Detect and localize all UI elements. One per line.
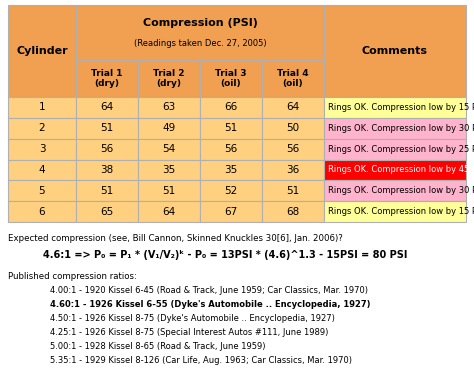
Text: Rings OK. Compression low by 15 PSI.: Rings OK. Compression low by 15 PSI. <box>328 103 474 112</box>
Text: 51: 51 <box>163 186 176 196</box>
Bar <box>138 97 200 118</box>
Bar <box>324 5 466 97</box>
Text: Trial 1
(dry): Trial 1 (dry) <box>91 69 123 88</box>
Bar <box>138 118 200 139</box>
Text: 38: 38 <box>100 165 114 175</box>
Bar <box>324 180 466 201</box>
Text: 5.35:1 - 1929 Kissel 8-126 (Car Life, Aug. 1963; Car Classics, Mar. 1970): 5.35:1 - 1929 Kissel 8-126 (Car Life, Au… <box>50 356 352 365</box>
Text: Published compression ratios:: Published compression ratios: <box>8 272 137 281</box>
Bar <box>8 201 76 222</box>
Text: 4.6:1 => P₀ = P₁ * (V₁/V₂)ᵏ - P₀ = 13PSI * (4.6)^1.3 - 15PSI = 80 PSI: 4.6:1 => P₀ = P₁ * (V₁/V₂)ᵏ - P₀ = 13PSI… <box>43 250 407 260</box>
Bar <box>324 201 466 222</box>
Bar <box>138 180 200 201</box>
Bar <box>138 159 200 180</box>
Text: Rings OK. Compression low by 25 PSI.: Rings OK. Compression low by 25 PSI. <box>328 145 474 154</box>
Bar <box>76 97 138 118</box>
Bar <box>262 201 324 222</box>
Text: 66: 66 <box>224 103 237 113</box>
Text: (Readings taken Dec. 27, 2005): (Readings taken Dec. 27, 2005) <box>134 39 266 48</box>
Text: 51: 51 <box>286 186 300 196</box>
Bar <box>138 201 200 222</box>
Text: Trial 4
(oil): Trial 4 (oil) <box>277 69 309 88</box>
Text: Comments: Comments <box>362 46 428 56</box>
Bar <box>200 60 262 97</box>
Text: Rings OK. Compression low by 30 PSI.: Rings OK. Compression low by 30 PSI. <box>328 186 474 195</box>
Bar <box>76 60 138 97</box>
Text: 64: 64 <box>286 103 300 113</box>
Bar <box>324 139 466 159</box>
Text: Trial 2
(dry): Trial 2 (dry) <box>153 69 185 88</box>
Text: 64: 64 <box>163 207 176 217</box>
Text: 4.25:1 - 1926 Kissel 8-75 (Special Interest Autos #111, June 1989): 4.25:1 - 1926 Kissel 8-75 (Special Inter… <box>50 328 328 337</box>
Bar <box>262 180 324 201</box>
Bar <box>8 118 76 139</box>
Text: 65: 65 <box>100 207 114 217</box>
Text: 5.00:1 - 1928 Kissel 8-65 (Road & Track, June 1959): 5.00:1 - 1928 Kissel 8-65 (Road & Track,… <box>50 342 265 351</box>
Bar <box>76 180 138 201</box>
Text: Trial 3
(oil): Trial 3 (oil) <box>215 69 247 88</box>
Text: 35: 35 <box>163 165 176 175</box>
Bar <box>76 118 138 139</box>
Text: 4.00:1 - 1920 Kissel 6-45 (Road & Track, June 1959; Car Classics, Mar. 1970): 4.00:1 - 1920 Kissel 6-45 (Road & Track,… <box>50 286 368 295</box>
Text: 68: 68 <box>286 207 300 217</box>
Text: 51: 51 <box>100 123 114 133</box>
Text: 63: 63 <box>163 103 176 113</box>
Text: 36: 36 <box>286 165 300 175</box>
Bar <box>8 180 76 201</box>
Bar <box>200 139 262 159</box>
Bar <box>200 118 262 139</box>
Text: 35: 35 <box>224 165 237 175</box>
Text: 5: 5 <box>39 186 46 196</box>
Text: 67: 67 <box>224 207 237 217</box>
Text: Expected compression (see, Bill Cannon, Skinned Knuckles 30[6], Jan. 2006)?: Expected compression (see, Bill Cannon, … <box>8 234 343 243</box>
Text: Rings OK. Compression low by 45 PSI!: Rings OK. Compression low by 45 PSI! <box>328 165 474 175</box>
Text: Rings OK. Compression low by 30 PSI.: Rings OK. Compression low by 30 PSI. <box>328 124 474 133</box>
Text: 56: 56 <box>286 144 300 154</box>
Text: 2: 2 <box>39 123 46 133</box>
Bar <box>324 97 466 118</box>
Bar <box>8 5 76 97</box>
Text: 56: 56 <box>224 144 237 154</box>
Text: 51: 51 <box>224 123 237 133</box>
Bar <box>262 159 324 180</box>
Bar <box>76 5 324 60</box>
Text: 4: 4 <box>39 165 46 175</box>
Text: Compression (PSI): Compression (PSI) <box>143 18 257 28</box>
Bar <box>200 159 262 180</box>
Bar <box>8 159 76 180</box>
Bar <box>76 159 138 180</box>
Bar <box>200 180 262 201</box>
Bar <box>262 139 324 159</box>
Text: 6: 6 <box>39 207 46 217</box>
Bar <box>76 139 138 159</box>
Bar <box>8 139 76 159</box>
Text: Cylinder: Cylinder <box>16 46 68 56</box>
Bar <box>138 60 200 97</box>
Text: 64: 64 <box>100 103 114 113</box>
Text: 50: 50 <box>286 123 300 133</box>
Bar <box>8 97 76 118</box>
Bar <box>262 118 324 139</box>
Bar <box>200 97 262 118</box>
Bar <box>262 60 324 97</box>
Text: 1: 1 <box>39 103 46 113</box>
Text: 51: 51 <box>100 186 114 196</box>
Text: 3: 3 <box>39 144 46 154</box>
Text: 52: 52 <box>224 186 237 196</box>
Bar <box>324 159 466 180</box>
Text: Rings OK. Compression low by 15 PSI.: Rings OK. Compression low by 15 PSI. <box>328 207 474 216</box>
Bar <box>324 118 466 139</box>
Bar <box>262 97 324 118</box>
Text: 4.60:1 - 1926 Kissel 6-55 (Dyke's Automobile .. Encyclopedia, 1927): 4.60:1 - 1926 Kissel 6-55 (Dyke's Automo… <box>50 300 371 309</box>
Text: 4.50:1 - 1926 Kissel 8-75 (Dyke's Automobile .. Encyclopedia, 1927): 4.50:1 - 1926 Kissel 8-75 (Dyke's Automo… <box>50 314 335 323</box>
Text: 54: 54 <box>163 144 176 154</box>
Bar <box>200 201 262 222</box>
Bar <box>138 139 200 159</box>
Text: 49: 49 <box>163 123 176 133</box>
Text: 56: 56 <box>100 144 114 154</box>
Bar <box>76 201 138 222</box>
